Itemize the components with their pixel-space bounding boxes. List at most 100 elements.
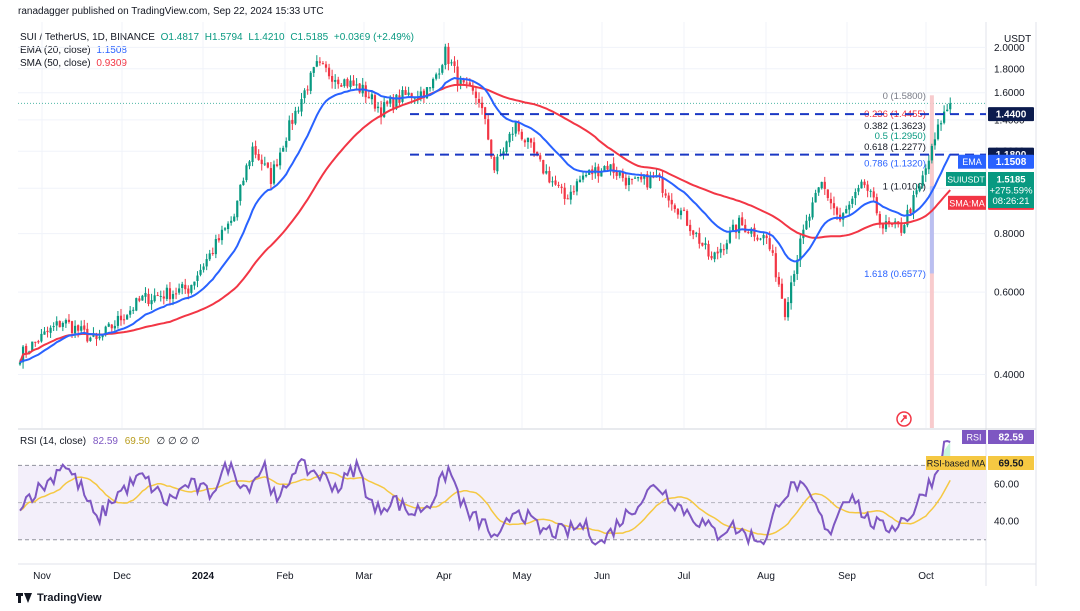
candle-body: [168, 288, 172, 300]
candle-body: [560, 186, 563, 188]
candle-body: [34, 341, 37, 343]
open-value: O1.4817: [160, 32, 200, 43]
candle-body: [695, 232, 698, 234]
rsi-ma-badge-tag-text: RSI-based MA: [927, 459, 986, 469]
candle-body: [704, 243, 707, 245]
candle-body: [242, 180, 245, 186]
candle-body: [881, 224, 885, 229]
price-tick-label: 1.6000: [994, 88, 1025, 99]
candle-body: [936, 124, 940, 140]
candle-body: [884, 221, 888, 230]
fib-level-label: 0.5 (1.2950): [875, 131, 926, 142]
candle-body: [126, 315, 129, 320]
symbol-tag-text: SUIUSDT: [947, 175, 984, 185]
candle-body: [275, 164, 279, 166]
candle-body: [765, 235, 768, 238]
sma-tag-text: SMA:MA: [949, 198, 985, 208]
rsi-legend-extras: ∅ ∅ ∅ ∅: [156, 436, 200, 447]
candle-body: [383, 102, 386, 117]
rsi-legend[interactable]: RSI (14, close) 82.59 69.50 ∅ ∅ ∅ ∅: [20, 436, 200, 447]
candle-body: [184, 284, 187, 290]
candle-body: [930, 145, 933, 161]
current-change-text: +275.59%: [989, 186, 1033, 197]
candle-body: [260, 159, 263, 165]
candle-body: [425, 87, 429, 99]
candle-body: [288, 120, 291, 141]
candle-body: [826, 189, 829, 199]
countdown-text: 08:26:21: [993, 196, 1030, 207]
ema-legend[interactable]: EMA (20, close) 1.1508: [20, 45, 127, 56]
candle-body: [490, 139, 493, 157]
candle-body: [670, 199, 673, 205]
fib-level-label: 1.618 (0.6577): [864, 269, 926, 280]
candle-body: [939, 123, 943, 125]
candle-body: [162, 296, 165, 299]
candle-body: [98, 336, 101, 339]
candle-body: [943, 111, 946, 123]
candle-body: [401, 90, 404, 102]
rsi-ma-line: [19, 471, 951, 536]
candle-body: [174, 293, 178, 295]
candle-body: [487, 119, 490, 140]
candle-body: [548, 171, 551, 183]
tradingview-footer[interactable]: TradingView: [16, 592, 102, 604]
close-value: C1.5185: [290, 32, 329, 43]
candle-body: [857, 188, 860, 192]
candle-body: [462, 79, 465, 83]
candle-body: [282, 147, 285, 152]
sma-tag-bg: [948, 195, 986, 210]
candle-body: [796, 259, 799, 274]
candle-body: [738, 217, 741, 234]
replay-icon[interactable]: [896, 411, 912, 427]
candle-body: [615, 171, 618, 176]
time-tick-label: Dec: [113, 571, 131, 582]
candle-body: [842, 213, 845, 220]
change-value: +0.0369 (+2.49%): [333, 32, 414, 43]
candle-body: [811, 202, 814, 218]
candle-body: [679, 210, 683, 216]
currency-label[interactable]: USDT: [1004, 34, 1031, 45]
candle-body: [340, 85, 343, 87]
candle-body: [214, 239, 217, 255]
candle-body: [924, 168, 927, 175]
candle-body: [407, 92, 410, 95]
resistance-badge: 1.4400: [988, 107, 1034, 122]
candle-body: [37, 341, 40, 343]
candle-body: [95, 334, 98, 340]
ema-value-badge-bg: [988, 154, 1034, 169]
candle-body: [878, 213, 881, 225]
candle-body: [49, 327, 52, 333]
candle-body: [73, 325, 77, 334]
candle-body: [823, 181, 826, 189]
candle-body: [554, 180, 557, 185]
sma-50-line: [19, 83, 951, 363]
ema-value-badge-text: 1.1508: [996, 157, 1027, 168]
candle-body: [321, 63, 325, 65]
candle-body: [805, 220, 808, 230]
candle-body: [190, 284, 193, 293]
tradingview-logo-icon: [16, 593, 32, 603]
candle-body: [355, 84, 358, 86]
candle-body: [542, 159, 545, 174]
candle-body: [297, 110, 300, 112]
candle-body: [710, 256, 713, 259]
current-price-text: 1.5185: [996, 175, 1026, 186]
rsi-ma-legend-value: 69.50: [124, 436, 150, 447]
high-value: H1.5794: [204, 32, 243, 43]
candle-body: [31, 341, 34, 351]
candle-body: [367, 96, 370, 99]
candle-body: [572, 191, 575, 193]
candle-body: [539, 155, 542, 160]
candle-body: [211, 253, 214, 255]
candle-body: [606, 165, 609, 170]
candle-body: [949, 103, 952, 110]
candle-body: [872, 191, 875, 198]
candle-body: [848, 204, 851, 210]
candle-body: [226, 223, 230, 230]
rsi-ma-badge-value-text: 69.50: [998, 459, 1023, 470]
sma-legend[interactable]: SMA (50, close) 0.9309: [20, 58, 127, 69]
candle-body: [438, 73, 441, 75]
candle-body: [747, 231, 750, 233]
symbol-name[interactable]: SUI / TetherUS, 1D, BINANCE: [20, 32, 155, 43]
